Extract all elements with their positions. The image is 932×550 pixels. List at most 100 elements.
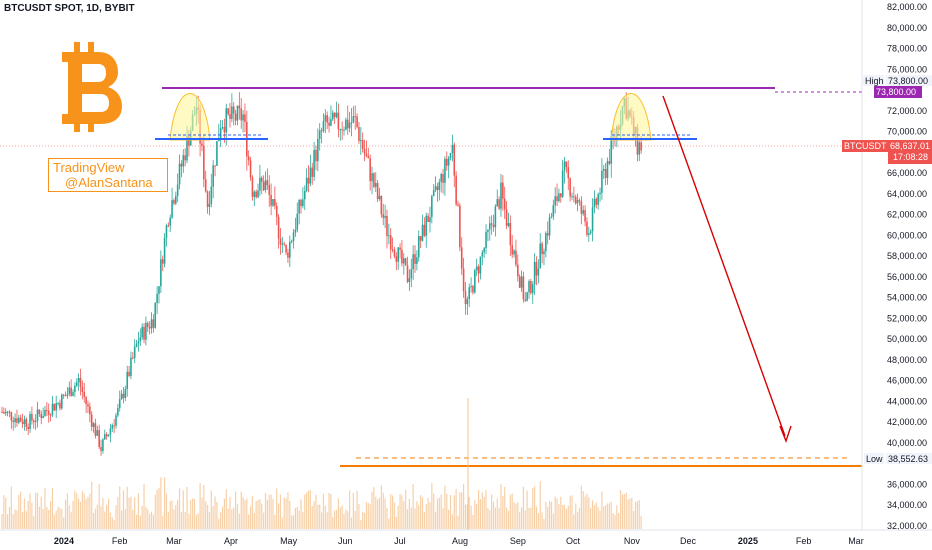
bear-candle [363,148,366,154]
volume-bar [261,503,263,529]
volume-bar [545,501,547,529]
bear-candle [249,160,252,178]
bull-candle [118,399,121,409]
volume-bar [214,496,216,529]
volume-bar [606,503,609,529]
volume-bar [274,515,276,529]
price-axis[interactable]: 82,000.00 80,000.00 78,000.00 76,000.00 72,0… [861,0,927,531]
bull-candle [160,259,162,287]
volume-bar [373,487,375,529]
bull-candle [133,346,136,358]
volume-bar [163,477,166,529]
bear-candle [522,276,525,300]
volume-bar [414,508,416,529]
bear-candle [132,357,134,359]
time-tick-label: Mar [166,536,182,546]
bull-candle [109,428,112,435]
volume-bar [49,501,52,529]
volume-bar [360,520,362,529]
bull-candle [296,213,299,230]
bull-candle [61,394,63,409]
bull-candle [154,303,157,328]
bull-candle [466,299,469,305]
bear-candle [277,216,280,239]
volume-bar [10,486,12,529]
volume-bar [354,510,356,529]
volume-bar [332,517,334,529]
volume-bar [113,519,115,529]
volume-bar [347,511,349,529]
bear-candle [399,247,401,250]
volume-bar [522,486,525,529]
bear-candle [559,193,562,197]
price-tick-label: 80,000.00 [887,23,927,33]
volume-bar [104,511,106,529]
bull-candle [335,112,338,118]
volume-bar [240,491,242,529]
volume-bar [259,499,261,529]
bull-candle [42,416,44,419]
time-axis[interactable]: 2024 Feb Mar Apr May Jun Jul Aug Sep Oct Nov Dec 202… [0,529,932,546]
bear-candle [232,106,235,114]
volume-bar [186,487,188,529]
volume-bar [160,477,162,529]
volume-bar [457,515,459,529]
bear-candle [358,127,360,142]
bull-candle [115,415,117,426]
bear-candle [640,142,642,151]
volume-bar [190,500,192,529]
volume-bar [20,491,22,529]
volume-bar [418,504,420,529]
volume-bar [485,490,487,529]
bull-candle [72,392,74,396]
projection-arrow[interactable] [662,95,786,437]
volume-bar [171,500,173,529]
bull-candle [408,278,411,283]
volume-bar [532,488,534,529]
volume-bar [388,518,390,529]
volume-bar [180,512,183,529]
low-label: Low [866,454,883,464]
volume-bar [541,512,543,529]
bear-candle [380,195,383,215]
bull-candle [231,106,233,119]
volume-bar [231,509,233,529]
bull-candle [554,196,556,206]
volume-bar [210,490,212,529]
volume-bar [319,504,321,529]
volume-bar [547,506,549,529]
bull-candle [225,108,228,133]
bull-candle [500,182,502,209]
volume-bar [266,499,268,529]
volume-bar [345,509,347,529]
bear-candle [586,221,588,235]
volume-bar [317,504,319,529]
volume-bar [621,494,624,529]
bear-candle [382,214,385,218]
bear-candle [503,198,506,210]
bear-candle [315,149,317,162]
bull-candle [384,215,386,218]
volume-bar [212,506,214,529]
volume-bar [3,495,5,529]
bull-candle [421,224,424,241]
bear-candle [128,371,130,376]
volume-bar [79,501,82,529]
bear-candle [3,411,5,414]
volume-bar [552,513,554,529]
volume-bar [130,496,132,529]
volume-bar [349,490,351,529]
volume-bar [577,512,579,529]
volume-bar [320,512,323,529]
volume-bar [448,509,450,529]
volume-bar [72,500,74,529]
volume-bar [218,518,220,529]
volume-bar [339,507,341,529]
bear-candle [300,200,302,207]
bull-candle [601,170,603,193]
volume-bar [313,501,315,529]
volume-bar [100,506,102,529]
bull-candle [176,184,179,197]
bear-candle [122,393,125,398]
